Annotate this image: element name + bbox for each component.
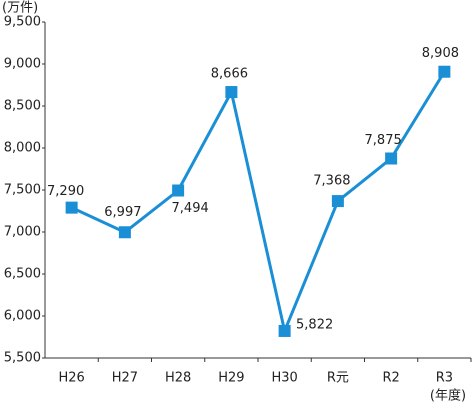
x-tick-label: H30 — [271, 371, 297, 386]
x-tick-label: H27 — [112, 371, 138, 386]
data-label: 8,666 — [211, 67, 248, 82]
y-tick-label: 5,500 — [4, 351, 41, 366]
x-tick-label: R元 — [327, 371, 349, 386]
y-tick-label: 6,500 — [4, 267, 41, 282]
data-label: 7,368 — [313, 174, 350, 189]
y-tick-label: 8,000 — [4, 141, 41, 156]
data-point — [385, 152, 398, 165]
x-tick-label: R3 — [436, 371, 453, 386]
data-point — [225, 86, 238, 99]
data-point — [65, 201, 78, 214]
y-tick-label: 7,500 — [4, 183, 41, 198]
data-label: 7,290 — [47, 184, 84, 199]
data-point — [118, 226, 131, 239]
y-tick-label: 8,500 — [4, 99, 41, 114]
data-label: 7,875 — [365, 133, 402, 148]
data-point — [331, 195, 344, 208]
x-axis-label: (年度) — [430, 388, 466, 404]
data-label: 8,908 — [422, 46, 459, 61]
data-point — [172, 184, 185, 197]
y-tick-label: 6,000 — [4, 309, 41, 324]
data-label: 5,822 — [296, 317, 333, 332]
data-point — [438, 65, 451, 78]
data-line — [70, 70, 446, 336]
data-point — [278, 324, 291, 337]
y-axis-label: (万件) — [2, 1, 38, 16]
data-label: 6,997 — [104, 205, 141, 220]
x-tick-label: R2 — [382, 371, 399, 386]
y-tick-label: 9,500 — [4, 15, 41, 30]
x-tick-label: H28 — [165, 371, 191, 386]
y-tick-label: 7,000 — [4, 225, 41, 240]
data-label: 7,494 — [172, 201, 209, 216]
y-tick-label: 9,000 — [4, 57, 41, 72]
x-tick-label: H29 — [218, 371, 244, 386]
x-tick-label: H26 — [58, 371, 84, 386]
